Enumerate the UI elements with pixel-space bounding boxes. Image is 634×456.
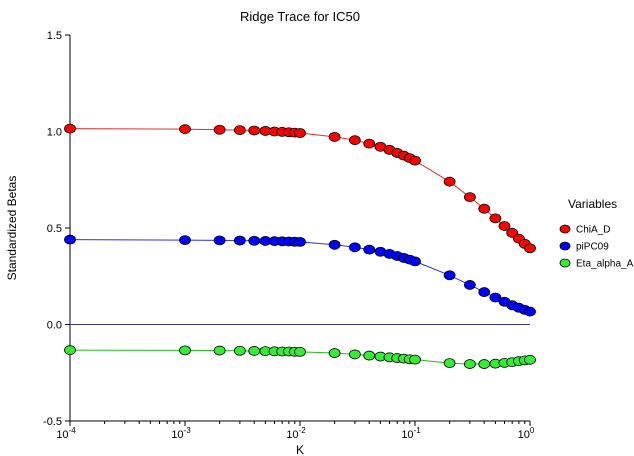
data-point-chia-d	[498, 221, 511, 231]
data-point-pipc09	[478, 287, 491, 297]
legend-marker	[559, 258, 571, 268]
data-point-eta-alpha-a	[463, 359, 476, 369]
data-point-eta-alpha-a	[348, 349, 361, 360]
data-point-eta-alpha-a	[478, 359, 491, 369]
data-point-pipc09	[179, 235, 191, 246]
y-tick-label: -0.5	[43, 416, 62, 428]
data-point-eta-alpha-a	[443, 358, 456, 369]
data-point-chia-d	[348, 135, 361, 146]
y-axis-label: Standardized Betas	[5, 176, 19, 281]
data-point-eta-alpha-a	[363, 350, 376, 361]
data-point-eta-alpha-a	[524, 354, 536, 365]
data-point-chia-d	[363, 138, 376, 149]
data-point-pipc09	[233, 235, 246, 246]
x-tick-base: 10	[286, 429, 298, 441]
x-tick-exponent: -1	[414, 426, 422, 435]
data-point-eta-alpha-a	[328, 348, 341, 358]
data-point-chia-d	[328, 132, 341, 142]
legend-label: Eta_alpha_A	[576, 259, 634, 270]
data-point-pipc09	[443, 270, 456, 281]
data-point-pipc09	[463, 280, 476, 290]
x-tick-label: 10-4	[56, 426, 76, 441]
y-tick-label: 0.0	[47, 320, 62, 332]
data-point-eta-alpha-a	[64, 345, 76, 356]
data-point-chia-d	[179, 124, 191, 135]
x-tick-label: 10-3	[171, 426, 191, 441]
data-point-pipc09	[328, 239, 341, 250]
legend-label: piPC09	[576, 242, 609, 253]
data-point-eta-alpha-a	[233, 345, 246, 356]
x-tick-exponent: 0	[530, 426, 535, 435]
x-tick-base: 10	[56, 429, 68, 441]
legend-marker	[559, 224, 571, 234]
data-point-chia-d	[443, 176, 456, 187]
data-point-pipc09	[348, 242, 361, 253]
data-point-chia-d	[248, 125, 261, 136]
x-tick-exponent: -4	[69, 426, 77, 435]
x-tick-base: 10	[518, 429, 530, 441]
y-tick-label: 0.5	[47, 223, 62, 235]
x-ticks: 10-4 10-3 10-2 10-1 100	[56, 421, 535, 441]
data-point-eta-alpha-a	[248, 346, 261, 356]
y-tick-label: 1.0	[47, 127, 62, 139]
x-tick-label: 100	[518, 426, 535, 441]
data-point-chia-d	[233, 125, 246, 136]
data-point-pipc09	[524, 306, 536, 317]
y-ticks: -0.5 0.0 0.5 1.0 1.5	[43, 30, 70, 428]
legend: ChiA_D piPC09 Eta_alpha_A	[559, 224, 634, 270]
data-point-eta-alpha-a	[213, 345, 226, 356]
data-point-eta-alpha-a	[179, 345, 191, 356]
x-tick-label: 10-1	[401, 426, 421, 441]
data-point-chia-d	[478, 203, 491, 214]
data-point-eta-alpha-a	[409, 354, 421, 365]
x-axis-label: K	[296, 443, 304, 456]
data-point-chia-d	[463, 192, 476, 203]
data-point-pipc09	[489, 292, 502, 303]
series-line-pipc09	[69, 239, 531, 313]
data-point-pipc09	[409, 256, 421, 267]
data-point-pipc09	[213, 235, 226, 246]
data-point-eta-alpha-a	[294, 347, 306, 357]
chart-title: Ridge Trace for IC50	[240, 9, 360, 24]
data-point-pipc09	[363, 244, 376, 255]
x-tick-label: 10-2	[286, 426, 306, 441]
data-point-pipc09	[248, 235, 261, 246]
x-tick-exponent: -2	[299, 426, 307, 435]
data-point-chia-d	[213, 124, 226, 135]
data-point-chia-d	[409, 155, 421, 166]
data-point-pipc09	[64, 234, 76, 245]
series-group	[64, 123, 536, 369]
data-point-chia-d	[64, 123, 76, 134]
data-point-pipc09	[294, 236, 306, 247]
series-line-chia-d	[69, 128, 531, 249]
x-tick-exponent: -3	[184, 426, 192, 435]
legend-marker	[559, 241, 571, 251]
y-tick-label: 1.5	[47, 30, 62, 42]
legend-label: ChiA_D	[576, 225, 610, 236]
x-tick-base: 10	[171, 429, 183, 441]
data-point-chia-d	[524, 243, 536, 254]
data-point-chia-d	[489, 213, 502, 224]
x-tick-base: 10	[401, 429, 413, 441]
data-point-chia-d	[294, 128, 306, 138]
legend-title: Variables	[568, 197, 617, 211]
